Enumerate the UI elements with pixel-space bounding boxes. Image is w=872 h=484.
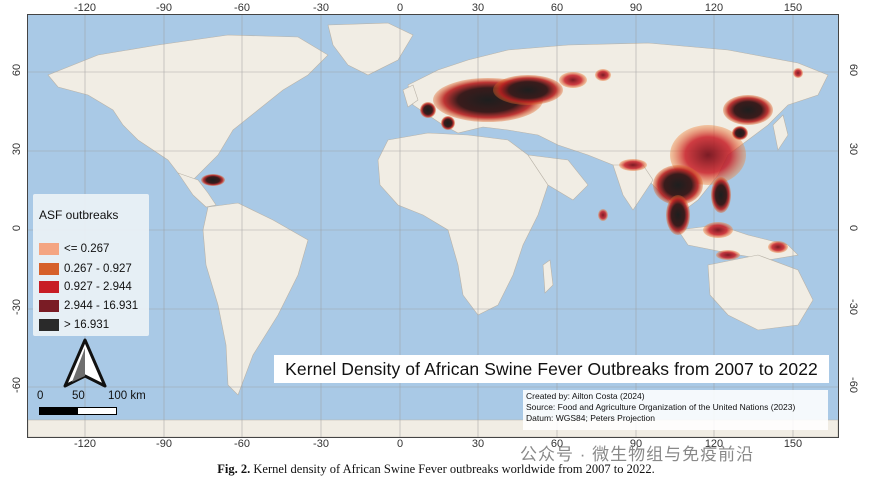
legend-item: 0.927 - 2.944	[39, 280, 132, 294]
lon-tick-bottom: -90	[156, 438, 172, 450]
cluster-north-china	[732, 126, 748, 140]
lon-tick-bottom: 90	[629, 438, 643, 450]
legend-item: 0.267 - 0.927	[39, 262, 132, 276]
australia	[707, 254, 814, 331]
cluster-indochina	[653, 165, 703, 205]
credit-line: Source: Food and Agriculture Organizatio…	[526, 402, 796, 412]
cluster-russia-east	[595, 69, 611, 81]
legend-item: <= 0.267	[39, 242, 109, 256]
cluster-far-east	[793, 68, 803, 78]
cluster-india	[619, 159, 647, 171]
greenland	[327, 22, 414, 76]
scale-bar: 0 50 100 km	[37, 390, 157, 420]
legend-item: > 16.931	[39, 318, 109, 332]
legend-swatch	[39, 300, 59, 312]
lon-tick-top: 150	[783, 2, 803, 14]
lon-tick-top: 120	[704, 2, 724, 14]
lon-tick-bottom: 60	[550, 438, 564, 450]
cluster-russia	[559, 72, 587, 88]
legend-label: 0.267 - 0.927	[64, 263, 132, 275]
japan	[772, 114, 789, 151]
cluster-indonesia	[716, 250, 740, 260]
lat-tick-left: -30	[11, 299, 23, 315]
scale-segment-black	[39, 407, 78, 415]
north-america	[47, 34, 329, 186]
lon-tick-top: -60	[234, 2, 250, 14]
cluster-caribbean	[201, 174, 225, 186]
cluster-philippines	[711, 177, 731, 213]
credit-line: Datum: WGS84; Peters Projection	[526, 413, 655, 423]
cluster-italy	[441, 116, 455, 130]
south-america	[202, 202, 309, 396]
watermark: 公众号 · 微生物组与免疫前沿	[520, 445, 755, 464]
caption-label: Fig. 2.	[217, 462, 251, 476]
legend-swatch	[39, 263, 59, 275]
lon-tick-bottom: 30	[471, 438, 485, 450]
lat-tick-left: -60	[11, 377, 23, 393]
cluster-malaysia	[666, 195, 690, 235]
lon-tick-top: 60	[550, 2, 564, 14]
cluster-western-europe	[420, 102, 436, 118]
lon-tick-bottom: -60	[234, 438, 250, 450]
lat-tick-right: 60	[847, 63, 859, 77]
lat-tick-left: 30	[11, 142, 23, 156]
lon-tick-bottom: 0	[396, 438, 404, 450]
scale-label: 100 km	[108, 390, 146, 402]
cluster-borneo	[703, 222, 733, 238]
cluster-eastern-europe	[493, 75, 563, 105]
legend-label: 0.927 - 2.944	[64, 281, 132, 293]
legend-swatch	[39, 319, 59, 331]
lon-tick-top: -120	[73, 2, 97, 14]
lat-tick-left: 0	[11, 224, 23, 232]
lon-tick-top: 30	[471, 2, 485, 14]
africa	[377, 132, 549, 316]
arabia	[527, 154, 589, 201]
central-america	[177, 172, 217, 208]
legend-item: 2.944 - 16.931	[39, 299, 138, 313]
caption-text: Kernel density of African Swine Fever ou…	[253, 462, 655, 476]
cluster-india-south	[598, 209, 608, 221]
credits-box: Created by: Ailton Costa (2024) Source: …	[523, 390, 828, 430]
uk	[402, 84, 419, 108]
lat-tick-right: 0	[847, 224, 859, 232]
legend: ASF outbreaks <= 0.267 0.267 - 0.927 0.9…	[33, 194, 149, 336]
lat-tick-right: -60	[847, 377, 859, 393]
density-clusters	[201, 68, 803, 260]
figure-caption: Fig. 2. Kernel density of African Swine …	[0, 462, 872, 477]
lon-tick-top: 90	[629, 2, 643, 14]
lon-tick-bottom: 150	[783, 438, 803, 450]
cluster-korea	[723, 95, 773, 125]
cluster-png	[768, 241, 788, 253]
legend-label: 2.944 - 16.931	[64, 300, 139, 312]
lat-tick-left: 60	[11, 63, 23, 77]
lon-tick-top: 0	[396, 2, 404, 14]
legend-label: <= 0.267	[64, 243, 110, 255]
lon-tick-bottom: -120	[73, 438, 97, 450]
credit-line: Created by: Ailton Costa (2024)	[526, 391, 645, 401]
legend-label: > 16.931	[64, 319, 110, 331]
lat-tick-right: 30	[847, 142, 859, 156]
legend-title: ASF outbreaks	[39, 208, 119, 222]
scale-label: 0	[37, 390, 44, 402]
lat-tick-right: -30	[847, 299, 859, 315]
north-arrow-icon	[60, 338, 110, 394]
legend-swatch	[39, 281, 59, 293]
legend-swatch	[39, 243, 59, 255]
lon-tick-top: -90	[156, 2, 172, 14]
lon-tick-top: -30	[313, 2, 329, 14]
lon-tick-bottom: 120	[704, 438, 724, 450]
lon-tick-bottom: -30	[313, 438, 329, 450]
scale-segment-white	[77, 407, 117, 415]
madagascar	[542, 259, 554, 294]
scale-label: 50	[72, 390, 85, 402]
map-title: Kernel Density of African Swine Fever Ou…	[274, 355, 829, 383]
